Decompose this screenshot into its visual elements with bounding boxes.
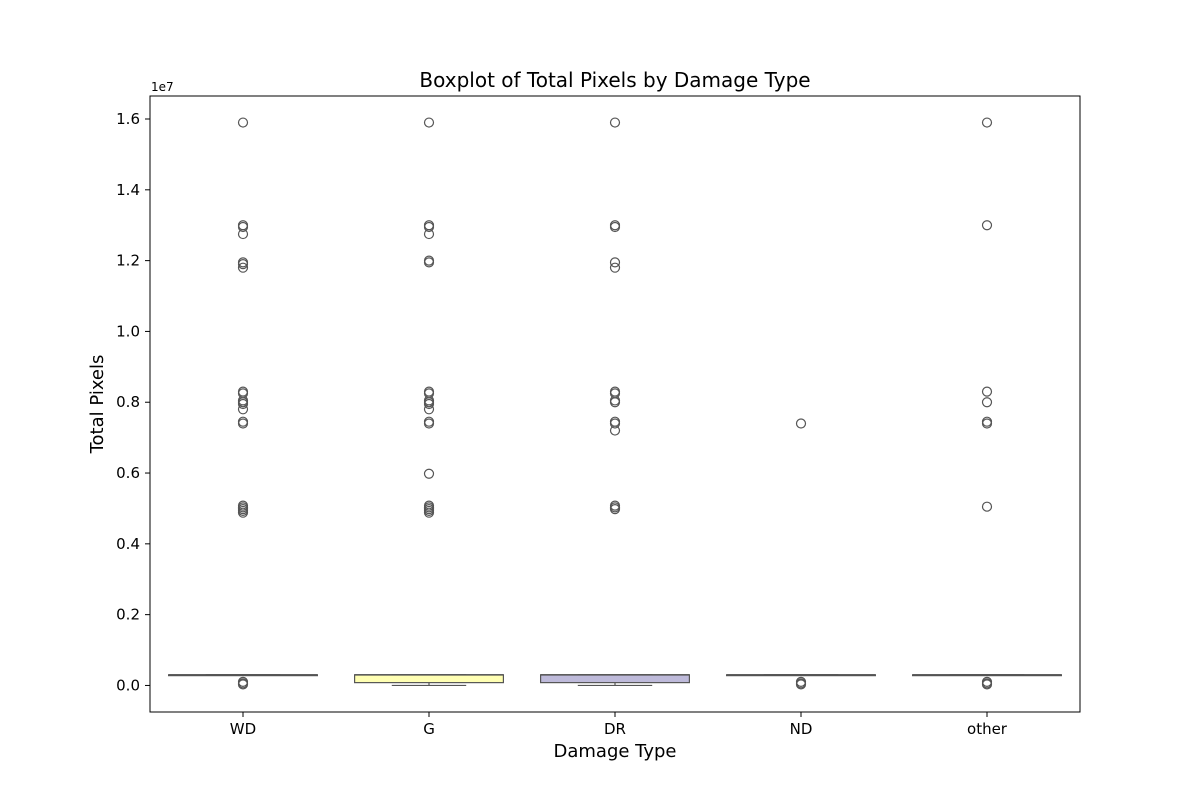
y-tick-label: 0.0 bbox=[116, 676, 140, 694]
outlier-point bbox=[237, 221, 249, 233]
x-tick-label: WD bbox=[230, 720, 256, 738]
outlier-point bbox=[423, 468, 435, 479]
x-tick-label: ND bbox=[790, 720, 813, 738]
y-tick-label: 1.4 bbox=[116, 181, 140, 199]
outlier-point bbox=[237, 418, 249, 429]
outlier-point bbox=[609, 397, 621, 408]
outlier-point bbox=[981, 220, 993, 231]
outlier-point bbox=[795, 418, 807, 429]
y-axis-offset-label: 1e7 bbox=[151, 80, 174, 94]
box-iqr bbox=[539, 674, 690, 684]
y-tick-label: 1.6 bbox=[116, 110, 140, 128]
outlier-point bbox=[981, 501, 993, 512]
outlier-point bbox=[237, 228, 249, 240]
x-tick-label: DR bbox=[604, 720, 626, 738]
outlier-point bbox=[609, 504, 621, 515]
outlier-point bbox=[423, 398, 435, 410]
outlier-point bbox=[423, 221, 435, 233]
y-axis-label: Total Pixels bbox=[87, 355, 108, 455]
plot-area bbox=[168, 117, 1062, 690]
outlier-point bbox=[237, 398, 249, 410]
outlier-point bbox=[981, 679, 993, 690]
y-tick-label: 1.0 bbox=[116, 322, 140, 340]
outlier-point bbox=[609, 418, 621, 429]
y-tick-label: 0.4 bbox=[116, 535, 140, 553]
outlier-point bbox=[981, 397, 993, 408]
outlier-point bbox=[423, 404, 435, 415]
outlier-point bbox=[609, 257, 621, 268]
outlier-point bbox=[609, 425, 621, 436]
box-WD bbox=[168, 117, 319, 690]
outlier-point bbox=[423, 228, 435, 240]
outlier-point bbox=[237, 259, 249, 270]
outlier-point bbox=[609, 221, 621, 233]
y-tick-label: 0.2 bbox=[116, 606, 140, 624]
x-tick-label: other bbox=[967, 720, 1008, 738]
box-G bbox=[354, 117, 505, 687]
outlier-point bbox=[237, 507, 249, 518]
box-DR bbox=[539, 117, 690, 687]
axis-ticks: 0.0 0.2 0.4 0.6 0.8 1.0 1.2 1.4 1.6 WD G DR ND other bbox=[116, 110, 1008, 738]
outlier-point bbox=[237, 404, 249, 415]
box-iqr bbox=[354, 674, 505, 684]
y-tick-label: 1.2 bbox=[116, 252, 140, 270]
outlier-point bbox=[609, 117, 621, 128]
outlier-point bbox=[423, 418, 435, 429]
outlier-point bbox=[423, 117, 435, 128]
x-tick-label: G bbox=[423, 720, 435, 738]
outlier-point bbox=[981, 386, 993, 397]
box-other bbox=[911, 117, 1062, 690]
outlier-point bbox=[423, 257, 435, 268]
outlier-point bbox=[795, 679, 807, 690]
outlier-point bbox=[237, 262, 249, 273]
outlier-point bbox=[237, 679, 249, 690]
y-tick-label: 0.6 bbox=[116, 464, 140, 482]
x-axis-label: Damage Type bbox=[553, 741, 676, 762]
outlier-point bbox=[609, 262, 621, 273]
y-tick-label: 0.8 bbox=[116, 393, 140, 411]
outlier-point bbox=[237, 117, 249, 128]
outlier-point bbox=[981, 418, 993, 429]
box-ND bbox=[725, 418, 876, 690]
chart-title: Boxplot of Total Pixels by Damage Type bbox=[419, 68, 810, 92]
outlier-point bbox=[423, 507, 435, 518]
plot-frame bbox=[149, 95, 1081, 713]
outlier-point bbox=[981, 117, 993, 128]
